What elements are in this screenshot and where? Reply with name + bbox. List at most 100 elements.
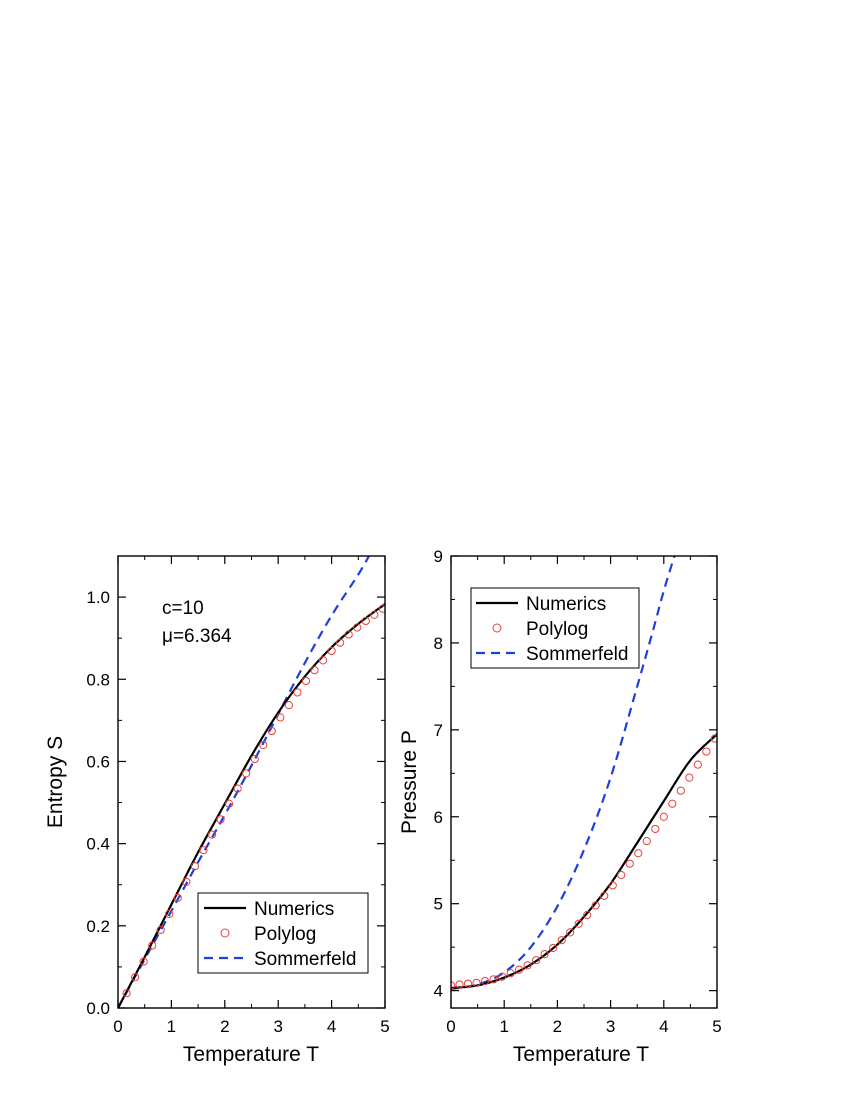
- pressure-x-tick-label: 3: [606, 1017, 615, 1036]
- entropy-polylog-point: [293, 688, 302, 697]
- entropy-sommerfeld-line: [118, 556, 370, 1008]
- entropy-polylog-point: [173, 893, 182, 902]
- entropy-polylog-point: [224, 799, 234, 808]
- pressure-y-axis-label: Pressure P: [398, 730, 421, 834]
- entropy-y-tick-label: 0.2: [86, 917, 110, 936]
- annotation-mu: μ=6.364: [162, 626, 232, 647]
- entropy-polylog-point: [301, 676, 311, 686]
- pressure-polylog-point: [532, 956, 541, 965]
- pressure-y-tick-label: 4: [434, 982, 443, 1001]
- entropy-polylog-point: [310, 666, 319, 675]
- pressure-polylog-point: [685, 773, 694, 782]
- entropy-series-group: [118, 556, 385, 1008]
- entropy-legend-sommerfeld-label: Sommerfeld: [254, 949, 356, 970]
- entropy-legend-numerics-label: Numerics: [254, 899, 334, 920]
- pressure-polylog-point: [659, 812, 668, 821]
- entropy-numerics-line: [118, 603, 385, 1008]
- pressure-polylog-point: [608, 881, 617, 890]
- pressure-y-tick-label: 8: [434, 634, 443, 653]
- pressure-polylog-point: [472, 978, 481, 987]
- entropy-polylog-point: [190, 862, 199, 871]
- pressure-y-tick-labels: 4 5 6 7 8 9: [434, 547, 443, 1001]
- pressure-polylog-point: [702, 747, 711, 756]
- pressure-x-tick-label: 4: [659, 1017, 668, 1036]
- pressure-legend-polylog-swatch: [492, 623, 502, 633]
- annotation-c: c=10: [162, 598, 204, 619]
- entropy-x-axis-label: Temperature T: [183, 1043, 319, 1066]
- pressure-polylog-point: [480, 976, 490, 986]
- pressure-y-tick-label: 6: [434, 808, 443, 827]
- entropy-polylog-point: [378, 604, 385, 613]
- entropy-y-tick-label: 0.6: [86, 752, 110, 771]
- entropy-y-tick-label: 0.4: [86, 835, 110, 854]
- entropy-polylog-point: [156, 925, 165, 935]
- pressure-legend-numerics-label: Numerics: [526, 594, 606, 615]
- entropy-polylog-point: [318, 656, 328, 665]
- entropy-polylog-point: [130, 973, 140, 982]
- entropy-polylog-point: [353, 623, 362, 632]
- entropy-polylog-point: [344, 630, 353, 639]
- entropy-x-tick-label: 1: [167, 1017, 176, 1036]
- pressure-panel: 0 1 2 3 4 5 4 5 6 7 8 9 Temperature T Pressure P N…: [398, 547, 722, 1066]
- entropy-polylog-point: [336, 638, 345, 647]
- entropy-polylog-point: [361, 616, 370, 626]
- pressure-polylog-point: [540, 950, 549, 959]
- entropy-polylog-point: [233, 784, 242, 793]
- entropy-polylog-point: [139, 957, 148, 966]
- entropy-legend-polylog-label: Polylog: [254, 924, 316, 945]
- entropy-polylog-point: [259, 740, 268, 750]
- entropy-y-axis-label: Entropy S: [44, 736, 67, 828]
- entropy-legend: Numerics Polylog Sommerfeld: [197, 892, 369, 974]
- entropy-x-tick-label: 3: [273, 1017, 282, 1036]
- pressure-polylog-point: [506, 969, 515, 978]
- entropy-y-tick-labels: 0.0 0.2 0.4 0.6 0.8 1.0: [86, 588, 110, 1018]
- pressure-polylog-point: [676, 786, 685, 795]
- pressure-y-tick-label: 9: [434, 547, 443, 566]
- pressure-x-tick-labels: 0 1 2 3 4 5: [446, 1017, 721, 1036]
- pressure-polylog-point: [625, 859, 634, 868]
- entropy-polylog-point: [165, 909, 174, 919]
- entropy-polylog-point: [122, 989, 131, 998]
- entropy-polylog-point: [148, 941, 157, 950]
- pressure-polylog-point: [523, 961, 532, 970]
- pressure-y-tick-label: 5: [434, 895, 443, 914]
- pressure-polylog-point: [451, 981, 456, 990]
- entropy-x-tick-labels: 0 1 2 3 4 5: [113, 1017, 389, 1036]
- entropy-polylog-point: [242, 769, 251, 778]
- pressure-plot-frame: [450, 555, 718, 1009]
- pressure-x-tick-label: 0: [446, 1017, 455, 1036]
- pressure-polylog-point: [463, 979, 473, 988]
- entropy-polylog-point: [284, 701, 293, 710]
- entropy-x-tick-label: 0: [113, 1017, 122, 1036]
- entropy-polylog-point: [276, 713, 285, 722]
- entropy-polylog-point: [216, 815, 225, 824]
- entropy-x-tick-label: 2: [220, 1017, 229, 1036]
- entropy-polylog-point: [250, 754, 259, 764]
- pressure-legend-box: [470, 587, 640, 669]
- entropy-y-tick-label: 0.8: [86, 670, 110, 689]
- pressure-legend-sommerfeld-label: Sommerfeld: [526, 644, 628, 665]
- pressure-x-tick-label: 2: [553, 1017, 562, 1036]
- pressure-polylog-point: [591, 901, 600, 910]
- pressure-polylog-point: [634, 849, 643, 858]
- entropy-polylog-point: [370, 610, 379, 619]
- entropy-x-tick-label: 5: [380, 1017, 389, 1036]
- entropy-y-tick-label: 1.0: [86, 588, 110, 607]
- pressure-polylog-point: [489, 975, 498, 984]
- entropy-plot-frame: [117, 555, 386, 1009]
- pressure-polylog-point: [693, 760, 702, 769]
- pressure-polylog-point: [514, 965, 524, 974]
- pressure-series-group: [451, 556, 717, 990]
- pressure-numerics-line: [451, 733, 717, 990]
- pressure-polylog-point: [549, 943, 558, 953]
- entropy-polylog-point: [199, 846, 208, 855]
- entropy-polylog-point: [207, 830, 217, 839]
- pressure-polylog-point: [668, 799, 677, 808]
- pressure-x-axis-label: Temperature T: [513, 1043, 649, 1066]
- pressure-x-tick-label: 1: [499, 1017, 508, 1036]
- pressure-polylog-point: [600, 891, 609, 900]
- pressure-polylog-point: [710, 734, 717, 743]
- entropy-legend-box: [197, 892, 369, 974]
- pressure-polylog-point: [497, 972, 507, 981]
